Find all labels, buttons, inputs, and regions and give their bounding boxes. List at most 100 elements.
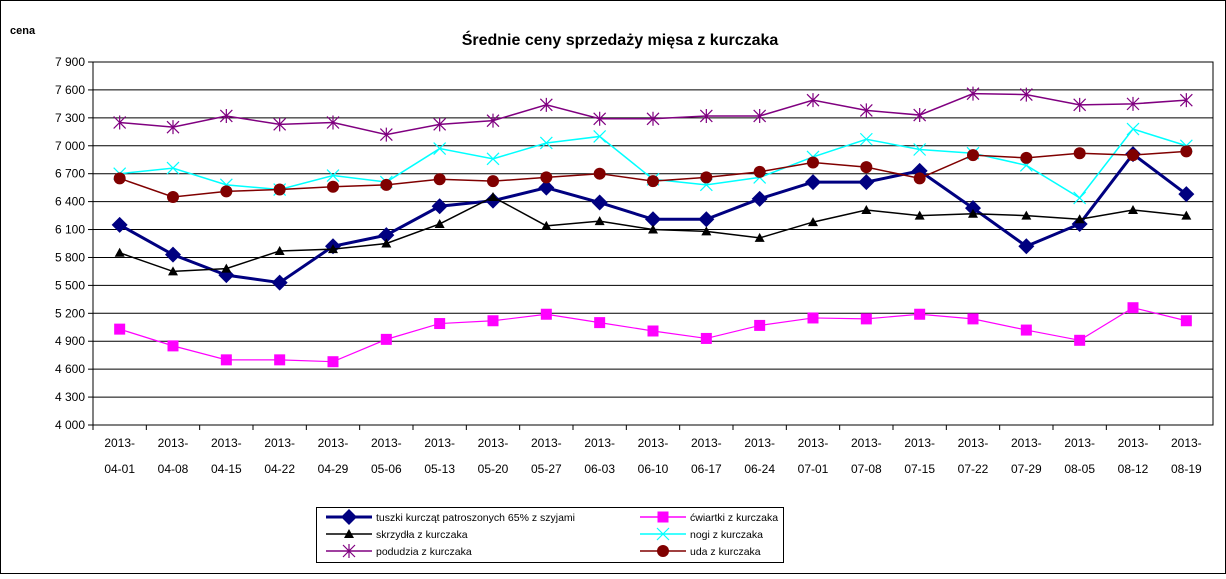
y-tick-label: 6 100 bbox=[55, 223, 85, 237]
marker bbox=[593, 111, 607, 126]
marker bbox=[328, 244, 338, 254]
marker bbox=[219, 108, 233, 123]
x-tick-label: 2013-04-29 bbox=[318, 436, 349, 476]
marker bbox=[913, 108, 927, 123]
marker bbox=[381, 238, 392, 248]
marker bbox=[699, 108, 713, 123]
x-tick-label: 2013-08-12 bbox=[1118, 436, 1149, 476]
marker bbox=[1073, 97, 1087, 112]
marker bbox=[753, 165, 766, 178]
x-tick-label: 2013-07-29 bbox=[1011, 436, 1042, 476]
marker bbox=[593, 130, 607, 143]
marker bbox=[379, 127, 393, 142]
x-tick-label: 2013-04-15 bbox=[211, 436, 242, 476]
y-tick-label: 4 300 bbox=[55, 390, 85, 404]
marker bbox=[914, 210, 925, 220]
marker bbox=[967, 149, 979, 162]
marker bbox=[858, 174, 875, 191]
y-tick-label: 5 200 bbox=[55, 306, 85, 320]
marker bbox=[1126, 122, 1140, 136]
marker bbox=[861, 204, 872, 214]
y-tick-label: 7 000 bbox=[55, 139, 85, 153]
marker bbox=[431, 198, 448, 215]
y-tick-label: 7 900 bbox=[55, 55, 85, 69]
x-tick-label: 2013-07-01 bbox=[798, 436, 829, 476]
x-tick-label: 2013-07-22 bbox=[958, 436, 989, 476]
x-tick-label: 2013-05-20 bbox=[478, 436, 509, 476]
marker bbox=[754, 232, 765, 242]
marker bbox=[647, 325, 659, 337]
marker bbox=[1073, 191, 1087, 205]
marker bbox=[860, 161, 873, 174]
marker bbox=[114, 323, 126, 335]
marker bbox=[433, 117, 447, 132]
marker bbox=[540, 308, 552, 320]
marker bbox=[1180, 315, 1192, 327]
marker bbox=[860, 313, 872, 325]
marker bbox=[344, 529, 354, 538]
x-tick-label: 2013-06-03 bbox=[584, 436, 615, 476]
x-tick-label: 2013-04-08 bbox=[158, 436, 189, 476]
marker bbox=[274, 245, 285, 255]
y-tick-label: 7 300 bbox=[55, 111, 85, 125]
marker bbox=[486, 152, 500, 166]
legend-label: ćwiartki z kurczaka bbox=[690, 512, 778, 524]
legend-marker bbox=[344, 529, 354, 538]
x-tick-label: 2013-07-15 bbox=[904, 436, 935, 476]
marker bbox=[646, 111, 660, 126]
y-tick-label: 5 800 bbox=[55, 250, 85, 264]
marker bbox=[645, 211, 661, 228]
marker bbox=[113, 172, 126, 185]
marker bbox=[700, 171, 713, 184]
marker bbox=[114, 247, 125, 257]
marker bbox=[487, 315, 499, 327]
x-tick-label: 2013-05-27 bbox=[531, 436, 562, 476]
marker bbox=[326, 169, 340, 182]
marker bbox=[1073, 147, 1086, 160]
legend-label: nogi z kurczaka bbox=[690, 529, 763, 541]
marker bbox=[966, 86, 980, 101]
marker bbox=[859, 103, 873, 118]
marker bbox=[1074, 214, 1085, 224]
chart-title: Średnie ceny sprzedaży mięsa z kurczaka bbox=[462, 30, 779, 49]
marker bbox=[1018, 238, 1035, 255]
legend-box bbox=[316, 507, 784, 563]
marker bbox=[1127, 149, 1139, 162]
marker bbox=[167, 340, 179, 352]
marker bbox=[751, 190, 768, 207]
marker bbox=[1178, 186, 1195, 203]
marker bbox=[378, 227, 395, 244]
marker bbox=[594, 317, 606, 329]
marker bbox=[591, 194, 608, 211]
marker bbox=[1071, 215, 1088, 232]
marker bbox=[807, 312, 819, 324]
marker bbox=[273, 117, 287, 132]
marker bbox=[1019, 87, 1033, 102]
marker bbox=[805, 174, 821, 191]
legend-marker bbox=[341, 509, 357, 525]
y-axis-label: cena bbox=[10, 25, 36, 37]
marker bbox=[806, 93, 820, 108]
marker bbox=[434, 318, 446, 330]
marker bbox=[1179, 93, 1193, 108]
marker bbox=[656, 527, 670, 541]
marker bbox=[968, 208, 978, 218]
marker bbox=[166, 161, 180, 175]
marker bbox=[1020, 151, 1033, 164]
marker bbox=[220, 185, 233, 198]
marker bbox=[540, 171, 553, 184]
marker bbox=[541, 220, 552, 230]
x-tick-label: 2013-08-19 bbox=[1171, 436, 1202, 476]
marker bbox=[341, 509, 357, 525]
marker bbox=[273, 183, 286, 196]
x-tick-label: 2013-06-24 bbox=[744, 436, 775, 476]
marker bbox=[539, 136, 553, 150]
marker bbox=[1126, 96, 1140, 111]
marker bbox=[538, 179, 555, 196]
marker bbox=[700, 332, 712, 344]
marker bbox=[965, 200, 981, 217]
marker bbox=[486, 113, 500, 128]
marker bbox=[754, 319, 766, 331]
marker bbox=[698, 211, 715, 228]
